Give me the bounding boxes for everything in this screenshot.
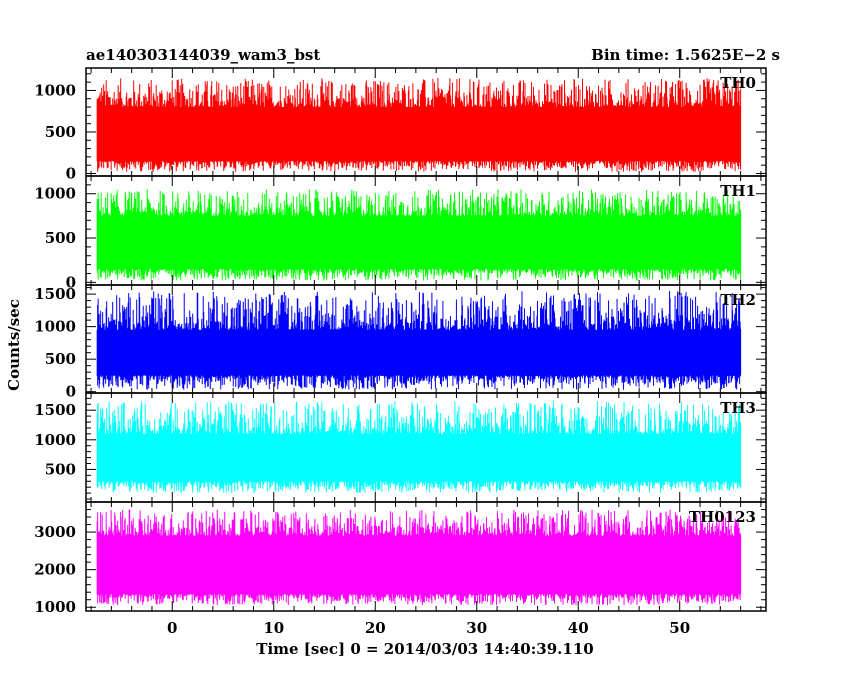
series-band bbox=[97, 535, 741, 595]
panel-frame bbox=[85, 501, 767, 612]
bin-time-label: Bin time: 1.5625E−2 s bbox=[591, 46, 780, 64]
panel-label: TH2 bbox=[720, 291, 756, 309]
series-band bbox=[97, 433, 741, 482]
panel-th2: 0 500 1000 1500 TH2 bbox=[34, 284, 767, 401]
y-tick-label: 500 bbox=[45, 350, 76, 368]
panel-th3: 500 1000 1500 TH3 bbox=[34, 392, 767, 503]
x-axis-label: Time [sec] 0 = 2014/03/03 14:40:39.110 bbox=[256, 640, 593, 658]
series-band bbox=[97, 329, 741, 376]
y-tick-label: 1000 bbox=[34, 318, 76, 336]
y-tick-label: 1000 bbox=[34, 81, 76, 99]
panel-label: TH3 bbox=[720, 399, 756, 417]
series-band bbox=[97, 107, 741, 162]
series-band bbox=[97, 215, 741, 270]
y-tick-label: 500 bbox=[45, 123, 76, 141]
panel-th0: 0 500 1000 TH0 bbox=[34, 67, 767, 183]
x-tick-label: 40 bbox=[568, 619, 589, 637]
y-tick-label: 500 bbox=[45, 460, 76, 478]
y-tick-label: 2000 bbox=[34, 561, 76, 579]
y-axis-label: Counts/sec bbox=[5, 299, 23, 391]
x-tick-label: 20 bbox=[365, 619, 386, 637]
x-tick-label: 50 bbox=[669, 619, 690, 637]
x-tick-label: 0 bbox=[167, 619, 177, 637]
panel-th1: 0 500 1000 TH1 bbox=[34, 175, 767, 291]
y-tick-label: 0 bbox=[66, 273, 76, 291]
panel-label: TH0 bbox=[720, 74, 756, 92]
y-tick-label: 1000 bbox=[34, 185, 76, 203]
y-tick-label: 1500 bbox=[34, 401, 76, 419]
panel-label: TH1 bbox=[720, 182, 756, 200]
y-tick-label: 0 bbox=[66, 165, 76, 183]
x-tick-label: 30 bbox=[466, 619, 487, 637]
y-tick-label: 500 bbox=[45, 229, 76, 247]
chart-title: ae140303144039_wam3_bst bbox=[86, 46, 320, 64]
y-tick-label: 1000 bbox=[34, 598, 76, 616]
panel-th0123: 1000 2000 3000 TH0123 bbox=[34, 501, 767, 616]
y-tick-label: 1000 bbox=[34, 431, 76, 449]
y-tick-label: 3000 bbox=[34, 523, 76, 541]
y-tick-label: 1500 bbox=[34, 285, 76, 303]
y-tick-label: 0 bbox=[66, 383, 76, 401]
x-tick-label: 10 bbox=[263, 619, 284, 637]
panel-label: TH0123 bbox=[689, 508, 756, 526]
